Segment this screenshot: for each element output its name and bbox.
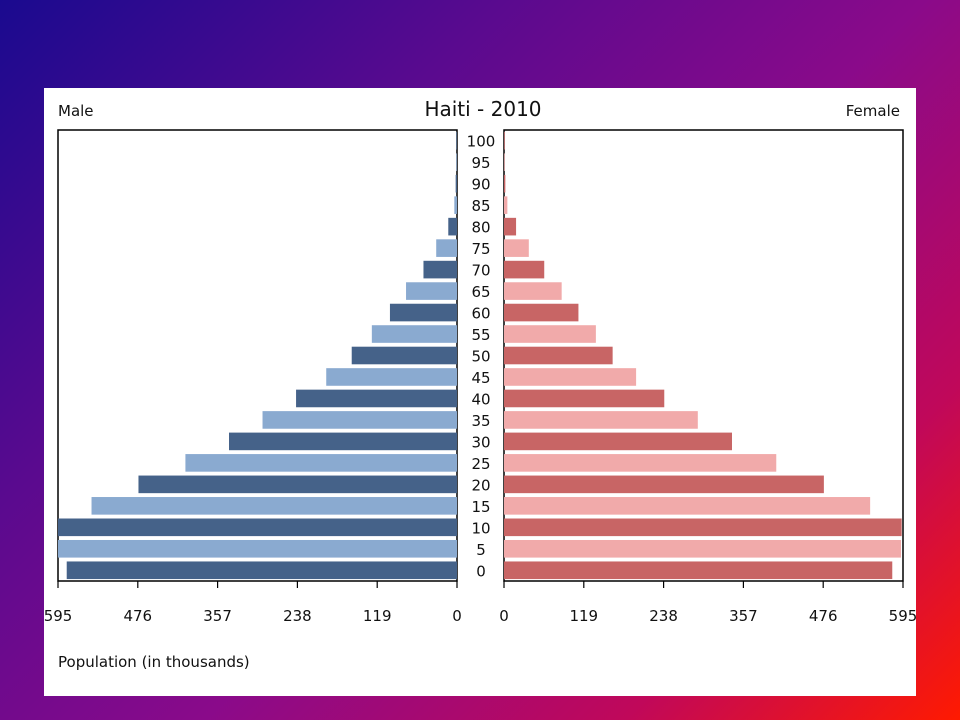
female-x-tick-label: 238 xyxy=(649,607,678,625)
chart-title: Haiti - 2010 xyxy=(424,97,541,121)
female-bar-age-25 xyxy=(504,454,777,472)
male-bar-age-75 xyxy=(436,239,457,257)
male-bar-age-85 xyxy=(454,196,457,214)
age-label-10: 10 xyxy=(471,519,490,537)
female-side-label: Female xyxy=(846,102,900,120)
female-bar-age-45 xyxy=(504,368,637,386)
age-label-40: 40 xyxy=(471,390,490,408)
male-bar-age-55 xyxy=(371,325,457,343)
male-bar-age-30 xyxy=(229,432,457,451)
age-label-20: 20 xyxy=(471,476,490,494)
male-bar-age-100 xyxy=(456,131,457,150)
age-label-50: 50 xyxy=(471,348,490,366)
age-label-5: 5 xyxy=(476,541,486,559)
male-bar-age-60 xyxy=(389,303,457,322)
female-bar-age-5 xyxy=(504,539,901,558)
male-bar-age-40 xyxy=(296,389,457,408)
female-bar-age-60 xyxy=(504,303,579,322)
age-label-55: 55 xyxy=(471,326,490,344)
male-bar-age-35 xyxy=(262,411,457,429)
male-bar-age-15 xyxy=(91,497,457,515)
age-label-85: 85 xyxy=(471,197,490,215)
female-bar-age-70 xyxy=(504,260,545,279)
male-x-tick-label: 476 xyxy=(123,607,152,625)
female-bar-age-85 xyxy=(504,196,508,214)
female-bar-age-35 xyxy=(504,411,698,429)
male-x-tick-label: 595 xyxy=(44,607,72,625)
female-bar-age-30 xyxy=(504,432,732,451)
female-bar-age-20 xyxy=(504,475,824,494)
female-x-tick-label: 357 xyxy=(729,607,758,625)
age-label-25: 25 xyxy=(471,455,490,473)
age-label-35: 35 xyxy=(471,412,490,430)
age-label-0: 0 xyxy=(476,562,486,580)
male-x-tick-label: 238 xyxy=(283,607,312,625)
female-bar-age-90 xyxy=(504,174,506,193)
male-bar-age-95 xyxy=(456,153,457,172)
x-axis-label: Population (in thousands) xyxy=(58,653,250,671)
age-label-30: 30 xyxy=(471,433,490,451)
female-x-tick-label: 119 xyxy=(569,607,598,625)
male-bar-age-25 xyxy=(185,454,458,472)
female-bar-age-65 xyxy=(504,282,562,300)
male-bar-age-50 xyxy=(351,346,457,365)
age-label-100: 100 xyxy=(467,133,496,151)
male-bar-age-65 xyxy=(406,282,457,300)
age-label-80: 80 xyxy=(471,219,490,237)
female-bar-age-80 xyxy=(504,217,517,236)
male-x-tick-label: 357 xyxy=(203,607,232,625)
bars-group xyxy=(58,131,902,580)
male-bar-age-0 xyxy=(66,561,457,580)
age-label-90: 90 xyxy=(471,176,490,194)
male-bar-age-90 xyxy=(455,174,457,193)
x-ticks-group: 595 476 357 238 119 0 0 119 238 357 476 595 xyxy=(44,581,916,625)
male-bar-age-80 xyxy=(448,217,457,236)
female-bar-age-75 xyxy=(504,239,529,257)
male-bar-age-10 xyxy=(58,518,457,537)
female-bar-age-95 xyxy=(504,153,505,172)
female-bar-age-50 xyxy=(504,346,613,365)
female-bar-age-0 xyxy=(504,561,893,580)
male-bar-age-45 xyxy=(326,368,457,386)
male-bar-age-5 xyxy=(58,539,457,558)
female-bar-age-40 xyxy=(504,389,665,408)
population-pyramid-chart: Haiti - 2010 Male Female 100959085807570… xyxy=(44,97,916,671)
male-x-tick-label: 0 xyxy=(452,607,462,625)
age-label-15: 15 xyxy=(471,498,490,516)
male-x-tick-label: 119 xyxy=(363,607,392,625)
male-bar-age-20 xyxy=(138,475,457,494)
age-label-95: 95 xyxy=(471,154,490,172)
age-label-70: 70 xyxy=(471,262,490,280)
male-bar-age-70 xyxy=(423,260,457,279)
age-label-65: 65 xyxy=(471,283,490,301)
age-label-75: 75 xyxy=(471,240,490,258)
female-x-tick-label: 595 xyxy=(889,607,916,625)
female-x-tick-label: 0 xyxy=(499,607,509,625)
female-x-tick-label: 476 xyxy=(809,607,838,625)
chart-panel: Haiti - 2010 Male Female 100 95 90 85 80 75 70… xyxy=(44,88,916,696)
age-label-45: 45 xyxy=(471,369,490,387)
age-label-60: 60 xyxy=(471,305,490,323)
age-labels-group: 1009590858075706560555045403530252015105… xyxy=(467,133,496,581)
male-side-label: Male xyxy=(58,102,94,120)
female-bar-age-15 xyxy=(504,497,871,515)
female-bar-age-100 xyxy=(504,131,505,150)
female-bar-age-55 xyxy=(504,325,596,343)
female-bar-age-10 xyxy=(504,518,902,537)
